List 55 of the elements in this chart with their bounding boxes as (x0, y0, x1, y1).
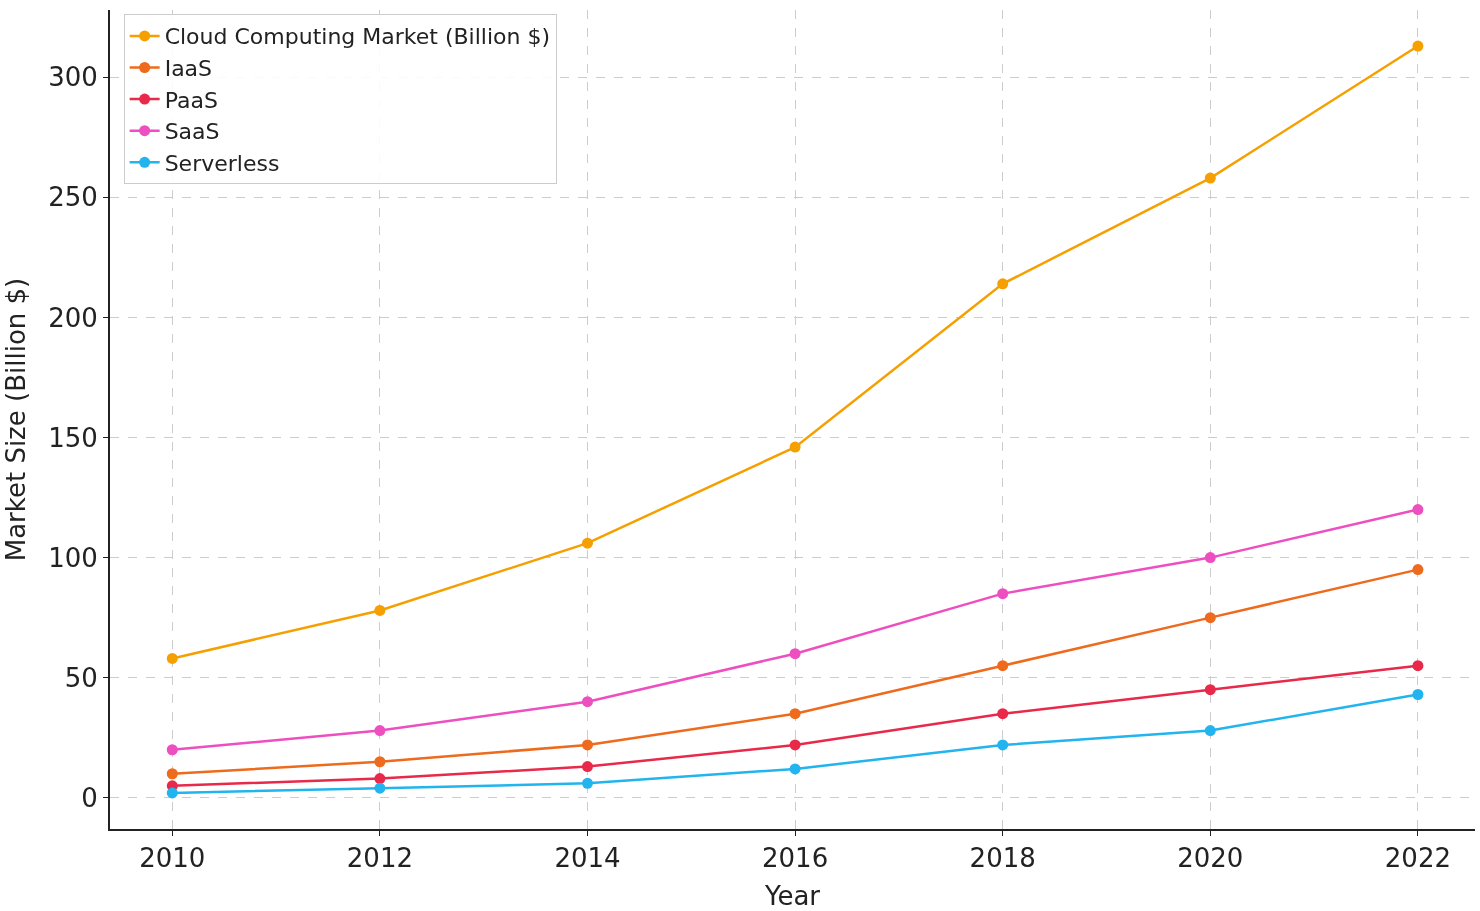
y-tick-label: 250 (48, 182, 98, 213)
point (789, 739, 801, 751)
point (997, 660, 1009, 672)
point (374, 725, 386, 737)
x-tick-label: 2020 (1177, 843, 1244, 874)
x-axis-title: Year (763, 881, 821, 911)
point (581, 739, 593, 751)
point (166, 652, 178, 664)
point (789, 648, 801, 660)
legend-label: SaaS (164, 119, 220, 145)
y-axis-title: Market Size (Billion $) (1, 277, 32, 562)
point (1412, 40, 1424, 52)
x-tick-label: 2022 (1384, 843, 1451, 874)
point (1412, 504, 1424, 516)
point (374, 604, 386, 616)
point (1412, 689, 1424, 700)
point (166, 744, 178, 756)
point (1412, 564, 1424, 576)
y-tick-label: 200 (48, 302, 98, 333)
point (1204, 172, 1216, 184)
point (997, 739, 1009, 751)
x-tick-label: 2014 (554, 843, 621, 874)
point (374, 773, 386, 785)
y-tick-label: 300 (48, 62, 98, 93)
y-tick-label: 50 (64, 662, 98, 693)
point (166, 768, 178, 780)
point (581, 696, 593, 708)
point (789, 708, 801, 720)
point (166, 787, 178, 799)
point (789, 441, 801, 453)
point (1204, 684, 1216, 696)
legend-label: Serverless (164, 150, 280, 176)
legend-label: Cloud Computing Market (Billion $) (164, 24, 551, 50)
legend-label: PaaS (164, 87, 218, 113)
y-tick-label: 150 (48, 422, 98, 453)
point (997, 278, 1009, 290)
point (1204, 552, 1216, 564)
point (374, 756, 386, 768)
y-tick-label: 0 (81, 782, 98, 813)
point (1204, 612, 1216, 624)
point (1412, 660, 1424, 672)
legend-label: IaaS (164, 56, 213, 82)
point (581, 761, 593, 773)
point (997, 708, 1009, 720)
point (581, 777, 593, 789)
x-tick-label: 2016 (762, 843, 829, 874)
point (789, 763, 801, 775)
x-tick-label: 2018 (969, 843, 1036, 874)
point (1204, 725, 1216, 737)
x-tick-label: 2012 (346, 843, 413, 874)
y-tick-label: 100 (48, 542, 98, 573)
point (581, 537, 593, 549)
point (997, 588, 1009, 600)
x-tick-label: 2010 (139, 843, 206, 874)
point (374, 782, 386, 794)
